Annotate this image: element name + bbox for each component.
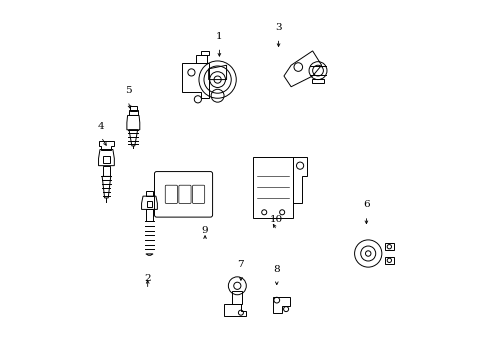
Bar [129, 111, 137, 116]
Text: 8: 8 [273, 265, 280, 274]
Text: 10: 10 [269, 215, 283, 224]
Text: 2: 2 [144, 274, 151, 283]
Text: 6: 6 [363, 201, 369, 210]
Bar [102, 156, 110, 163]
Bar [146, 201, 152, 207]
Text: 3: 3 [275, 23, 281, 32]
Bar [384, 243, 393, 250]
Text: 9: 9 [202, 225, 208, 234]
Bar [384, 257, 393, 264]
Text: 1: 1 [216, 32, 222, 41]
Text: 7: 7 [237, 260, 244, 269]
Bar [232, 291, 242, 304]
Bar [201, 51, 209, 55]
Bar [253, 157, 292, 218]
Text: 5: 5 [124, 86, 131, 95]
Text: 4: 4 [98, 122, 104, 131]
